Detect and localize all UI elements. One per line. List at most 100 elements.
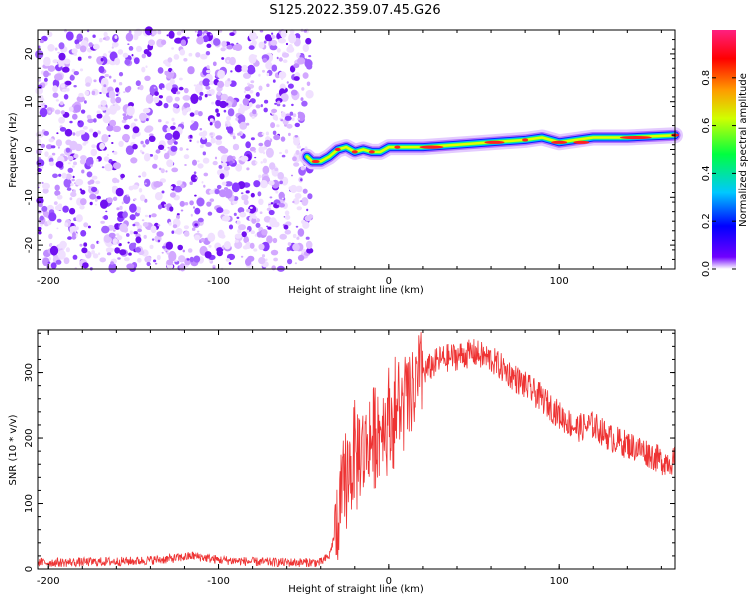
noise-blob	[258, 73, 261, 77]
noise-blob	[65, 247, 70, 253]
noise-blob	[171, 117, 175, 122]
noise-blob	[269, 217, 277, 228]
noise-blob	[157, 224, 161, 227]
noise-blob	[112, 104, 115, 106]
noise-blob	[137, 257, 142, 263]
noise-blob	[189, 256, 194, 263]
noise-blob	[127, 43, 130, 45]
noise-blob	[184, 202, 189, 206]
noise-blob	[205, 51, 211, 56]
noise-blob	[242, 98, 249, 106]
noise-blob	[179, 200, 185, 207]
noise-blob	[224, 188, 233, 199]
noise-blob	[148, 135, 156, 142]
noise-blob	[179, 77, 183, 81]
noise-blob	[109, 119, 117, 127]
noise-blob	[44, 77, 48, 82]
noise-blob	[52, 92, 59, 98]
noise-blob	[258, 41, 265, 49]
noise-blob	[97, 130, 100, 133]
noise-blob	[151, 29, 157, 36]
noise-blob	[215, 135, 223, 141]
noise-blob	[179, 147, 183, 151]
noise-blob	[142, 107, 151, 114]
noise-blob	[246, 167, 250, 171]
noise-blob	[258, 142, 264, 147]
noise-blob	[103, 156, 110, 162]
noise-blob	[305, 236, 310, 240]
noise-blob	[121, 201, 124, 205]
noise-blob	[193, 255, 201, 263]
noise-blob	[199, 91, 204, 96]
x-tick-label: 0	[386, 576, 392, 587]
noise-blob	[54, 190, 61, 196]
noise-blob	[262, 158, 267, 164]
noise-blob	[263, 107, 268, 113]
noise-blob	[113, 79, 117, 83]
noise-blob	[43, 130, 49, 136]
noise-blob	[281, 52, 290, 58]
noise-blob	[173, 103, 179, 108]
noise-blob	[111, 41, 119, 48]
noise-blob	[161, 190, 165, 194]
noise-blob	[214, 188, 220, 195]
x-tick-label: -100	[207, 576, 230, 587]
noise-blob	[296, 236, 300, 240]
noise-blob	[202, 151, 206, 156]
noise-blob	[194, 110, 200, 116]
noise-blob	[176, 214, 180, 220]
noise-blob	[114, 35, 118, 39]
noise-blob	[57, 250, 66, 260]
noise-blob	[100, 106, 107, 111]
noise-blob	[57, 51, 60, 54]
noise-blob	[284, 115, 292, 121]
noise-blob	[48, 110, 52, 114]
noise-blob	[168, 30, 175, 39]
noise-blob	[135, 80, 141, 87]
noise-blob	[287, 258, 293, 265]
noise-blob	[305, 240, 313, 249]
noise-blob	[208, 245, 212, 248]
ridge-peak	[522, 138, 529, 142]
noise-blob	[78, 92, 84, 98]
noise-blob	[173, 141, 178, 145]
noise-blob	[287, 242, 292, 246]
noise-blob	[127, 241, 130, 244]
noise-blob	[73, 85, 77, 88]
noise-blob	[113, 151, 118, 155]
noise-blob	[96, 110, 101, 114]
noise-blob	[37, 78, 42, 82]
noise-blob	[162, 245, 166, 249]
noise-blob	[141, 151, 145, 155]
noise-blob	[198, 132, 205, 137]
noise-blob	[54, 47, 58, 51]
noise-blob	[107, 154, 109, 156]
noise-blob	[102, 114, 111, 124]
noise-blob	[216, 184, 222, 190]
noise-blob	[118, 72, 124, 77]
noise-blob	[99, 257, 106, 263]
noise-blob	[83, 242, 88, 247]
noise-blob	[250, 137, 255, 141]
noise-blob	[90, 148, 98, 157]
noise-blob	[288, 132, 291, 137]
noise-blob	[113, 162, 121, 170]
noise-blob	[240, 255, 244, 258]
noise-blob	[80, 155, 87, 161]
noise-blob	[100, 199, 108, 209]
noise-blob	[270, 249, 279, 256]
noise-blob	[286, 46, 295, 53]
noise-blob	[245, 94, 251, 100]
noise-blob	[126, 233, 130, 237]
noise-blob	[37, 45, 41, 49]
noise-blob	[117, 257, 121, 260]
noise-blob	[99, 38, 103, 43]
noise-blob	[234, 233, 242, 239]
noise-blob	[56, 218, 62, 223]
noise-blob	[67, 167, 74, 173]
noise-blob	[280, 30, 287, 38]
noise-blob	[88, 55, 92, 59]
noise-blob	[116, 235, 123, 241]
noise-blob	[49, 245, 59, 256]
noise-blob	[206, 69, 211, 74]
